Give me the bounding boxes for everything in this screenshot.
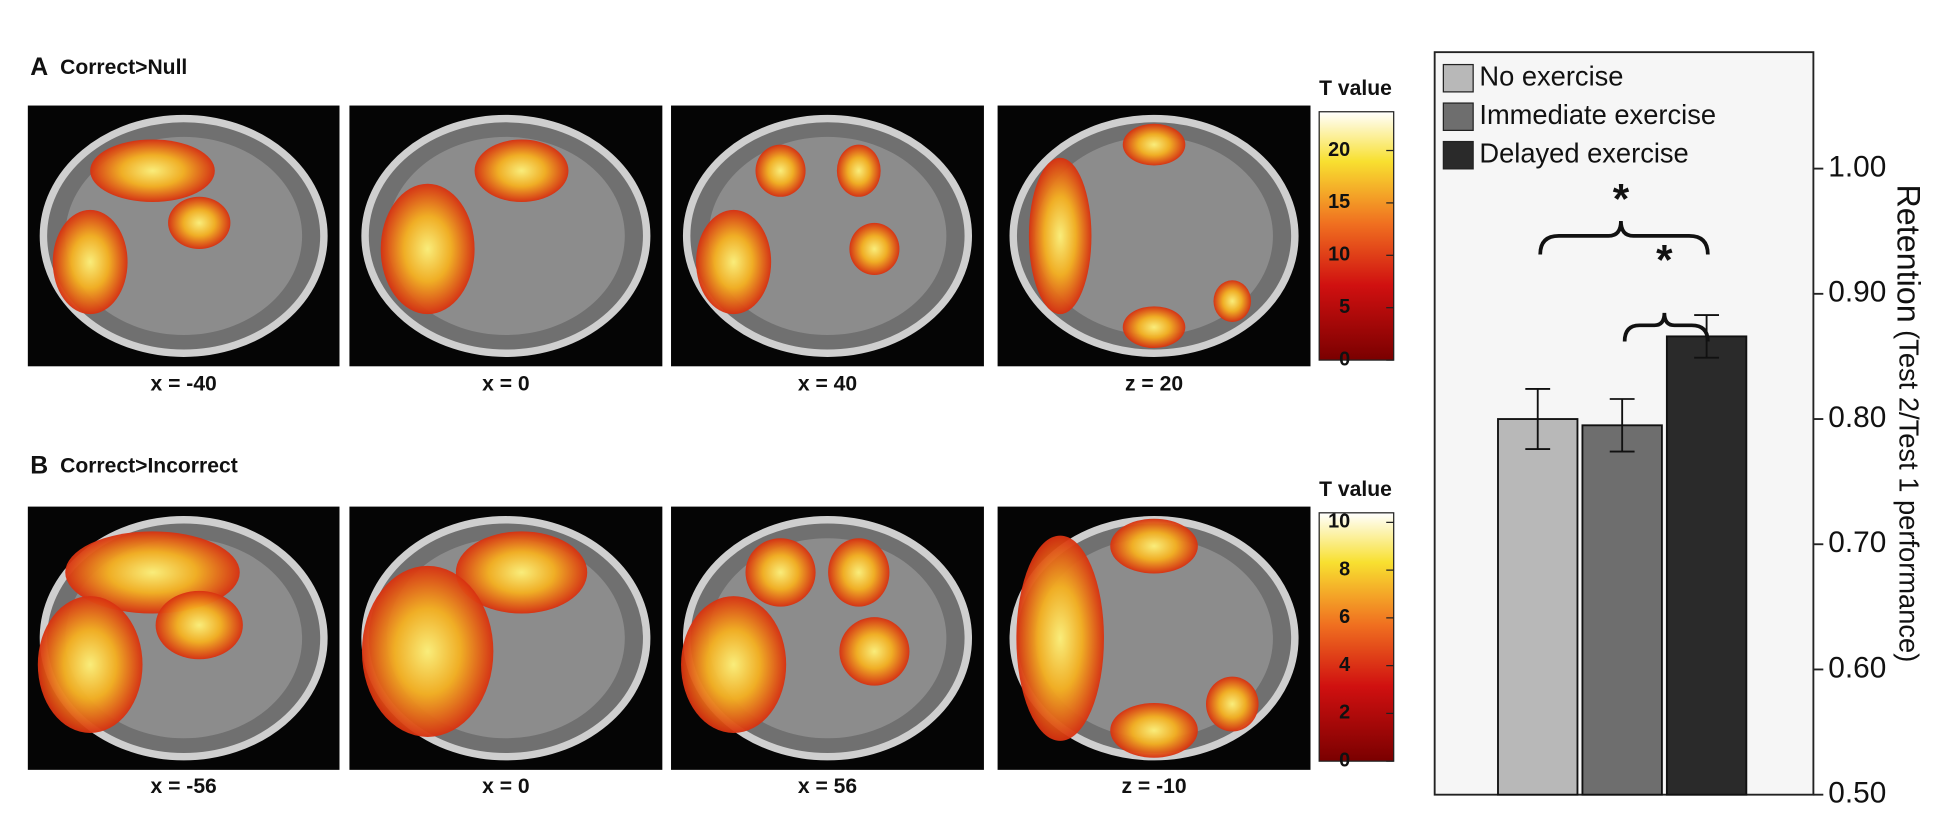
slice-label: x = 0	[482, 373, 530, 396]
y-axis-label-part: Retention	[1891, 185, 1927, 323]
y-tick-label: 1.00	[1828, 150, 1886, 183]
activation	[155, 590, 243, 660]
y-tick-label: 0.50	[1828, 777, 1886, 810]
colorbar-title: T value	[1319, 77, 1392, 100]
y-tick-label: 0.80	[1828, 401, 1886, 434]
colorbar-tick-label: 8	[1339, 558, 1350, 580]
legend-swatch	[1442, 140, 1474, 170]
colorbar-tick-label: 10	[1328, 511, 1350, 533]
panel-letter: B	[30, 452, 48, 479]
activation	[828, 538, 890, 607]
panel-letter: A	[30, 54, 48, 81]
panel-title: Correct>Null	[60, 56, 187, 79]
activation	[52, 209, 128, 315]
legend-label: Immediate exercise	[1479, 99, 1716, 130]
bracket	[1622, 312, 1710, 342]
brain-tissue	[1035, 136, 1273, 336]
activation	[681, 596, 787, 733]
legend-swatch	[1442, 63, 1474, 93]
colorbar-tick-label: 0	[1339, 749, 1350, 771]
error-bar	[1609, 398, 1635, 453]
slice-label: x = 40	[798, 373, 857, 396]
legend-label: No exercise	[1479, 60, 1623, 91]
colorbar-title: T value	[1319, 478, 1392, 501]
bar	[1581, 424, 1663, 796]
activation	[37, 596, 143, 733]
activation	[836, 144, 881, 197]
activation	[168, 196, 231, 249]
colorbar-tick-label: 20	[1328, 139, 1350, 161]
activation	[1122, 306, 1186, 349]
activation	[1028, 157, 1092, 315]
panel-title: Correct>Incorrect	[60, 454, 238, 477]
slice-label: x = -56	[151, 775, 217, 798]
activation	[1122, 123, 1186, 166]
activation	[455, 531, 588, 614]
activation	[1110, 702, 1198, 758]
legend-label: Delayed exercise	[1479, 137, 1688, 168]
activation	[474, 139, 569, 203]
significance-star: *	[1613, 176, 1630, 223]
colorbar	[1318, 512, 1395, 762]
legend-swatch	[1442, 102, 1474, 131]
colorbar-tick-label: 0	[1339, 348, 1350, 370]
colorbar-tick-label: 6	[1339, 606, 1350, 628]
y-tick-label: 0.90	[1828, 276, 1886, 309]
colorbar	[1318, 111, 1395, 361]
activation	[380, 183, 475, 315]
y-tick-label: 0.60	[1828, 651, 1886, 684]
bar	[1497, 418, 1579, 796]
activation	[1016, 535, 1104, 741]
activation	[1110, 518, 1198, 574]
slice-label: x = 56	[798, 775, 857, 798]
slice-label: z = -10	[1122, 775, 1187, 798]
bar	[1665, 335, 1748, 796]
bracket	[1538, 220, 1710, 255]
activation	[849, 222, 900, 276]
y-axis-label: Retention (Test 2/Test 1 performance)	[1891, 185, 1927, 663]
colorbar-tick-label: 2	[1339, 702, 1350, 724]
colorbar-tick-label: 10	[1328, 244, 1350, 266]
y-tick-label: 0.70	[1828, 526, 1886, 559]
activation	[90, 139, 215, 203]
y-axis-label-part: (Test 2/Test 1 performance)	[1893, 330, 1924, 662]
activation	[1205, 676, 1259, 732]
activation	[696, 209, 772, 315]
colorbar-tick-label: 4	[1339, 654, 1350, 676]
activation	[745, 538, 816, 607]
significance-star: *	[1656, 236, 1673, 283]
activation	[361, 565, 494, 737]
slice-label: x = 0	[482, 775, 530, 798]
colorbar-tick-label: 5	[1339, 296, 1350, 318]
activation	[755, 144, 806, 197]
slice-label: x = -40	[151, 373, 217, 396]
colorbar-tick-label: 15	[1328, 191, 1350, 213]
slice-label: z = 20	[1125, 373, 1183, 396]
activation	[1213, 280, 1252, 322]
error-bar	[1525, 388, 1551, 451]
activation	[839, 617, 910, 686]
